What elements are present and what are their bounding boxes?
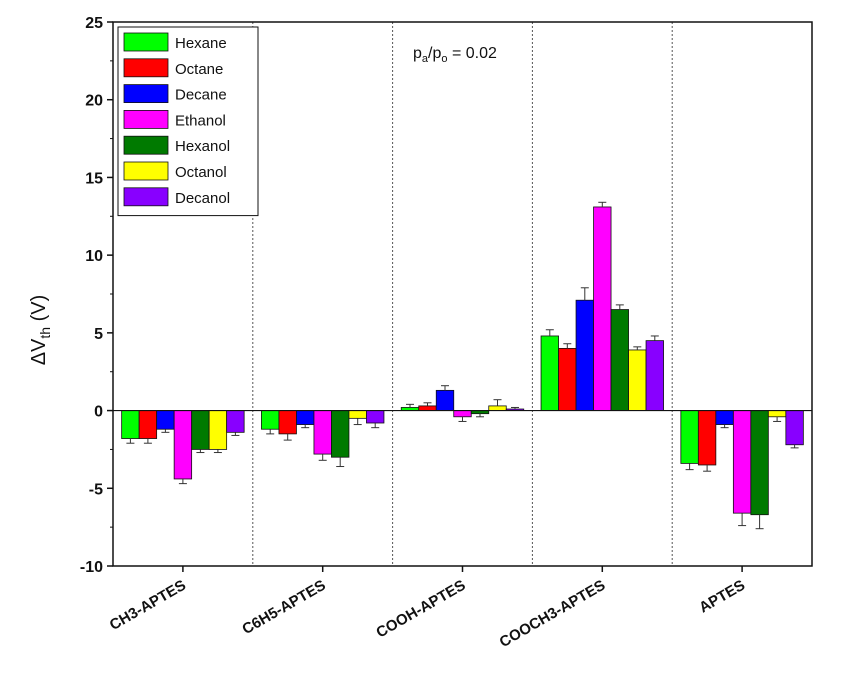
bar [645,340,664,411]
legend-swatch [123,58,169,78]
bar [575,299,594,411]
bar [138,410,158,439]
y-axis-label: ΔVth (V) [28,295,53,366]
bar [453,410,472,418]
y-tick-label: 10 [85,248,103,265]
pressure-annotation: pa/po = 0.02 [413,45,497,65]
bar [610,309,629,411]
legend-label: Decanol [175,190,230,207]
legend: Hexane Octane Decane Ethanol Hexanol Octanol D… [117,26,259,217]
bar [191,410,210,450]
bar [173,410,193,480]
legend-label: Hexane [175,35,227,52]
bar [278,410,297,435]
group-separators [252,22,673,566]
annotation-slash-p: /p [428,45,441,62]
bar [331,410,350,458]
x-tick-label: COOH-APTES [373,577,468,642]
bar [121,410,140,439]
y-axis-label-main: ΔV [28,338,50,365]
y-tick-label: -10 [80,559,103,576]
legend-swatch [123,84,169,103]
bar [261,410,280,430]
bar [732,410,752,514]
annotation-sub-o: o [441,53,447,65]
annotation-value: = 0.02 [448,45,497,62]
bar [540,335,559,411]
bar [593,206,612,411]
bars [121,201,804,530]
legend-label: Octanol [175,164,227,181]
legend-swatch [123,135,169,155]
bar [558,347,577,411]
bar [418,405,437,411]
bar [697,410,717,466]
y-axis-label-unit: (V) [28,295,50,327]
bar [767,410,787,418]
y-tick-label: -5 [89,481,103,498]
bar [715,410,734,425]
bar [680,410,699,464]
bar [488,405,507,411]
bar [296,410,315,425]
y-tick-label: 15 [85,170,103,187]
y-tick-label: 25 [85,15,103,32]
bar [208,410,228,450]
bar [750,410,769,516]
bar [156,410,175,430]
bar [348,410,367,419]
bar [628,349,647,411]
legend-swatch [123,187,169,207]
x-tick-label: COOCH3-APTES [497,577,609,651]
y-axis-label-subscript: th [37,327,53,339]
x-tick-label: C6H5-APTES [239,577,328,638]
legend-label: Ethanol [175,112,226,129]
bar [313,410,332,455]
legend-label: Decane [175,87,227,104]
legend-label: Octane [175,61,223,78]
bar [226,410,245,433]
y-tick-label: 20 [85,93,103,110]
annotation-p: p [413,45,422,62]
legend-swatch [123,161,169,181]
bar [366,410,385,424]
legend-swatch [123,110,169,129]
y-tick-label: 0 [94,404,103,421]
x-tick-label: APTES [696,577,748,617]
annotation-sub-a: a [422,53,429,65]
bar [435,389,455,411]
y-tick-label: 5 [94,326,103,343]
legend-label: Hexanol [175,138,230,155]
legend-swatch [123,32,169,52]
bar [785,410,804,446]
x-tick-label: CH3-APTES [107,577,189,634]
